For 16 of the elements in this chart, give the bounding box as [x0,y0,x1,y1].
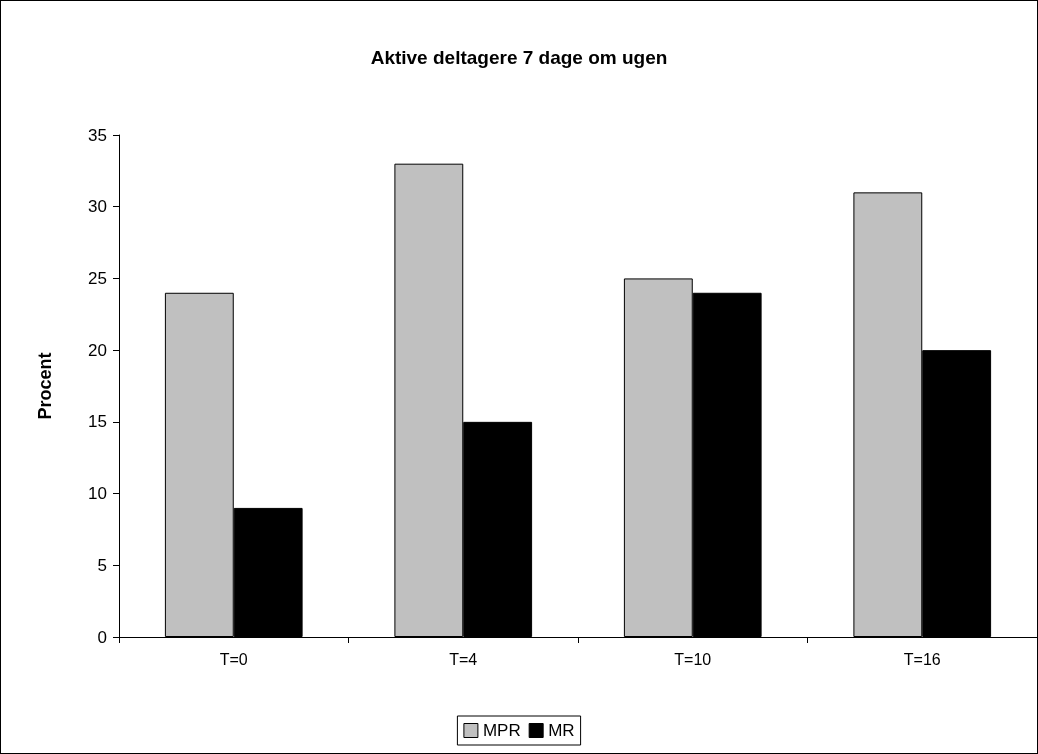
y-tick-label: 5 [97,555,107,575]
y-tick-label: 10 [88,484,107,504]
y-tick-label: 0 [97,627,107,647]
y-tick-label: 30 [88,197,107,217]
y-axis-title: Procent [35,352,55,420]
x-tick-label: T=10 [674,650,712,668]
x-tick-label: T=16 [903,650,941,668]
y-tick-label: 35 [88,125,107,145]
y-tick-label: 20 [88,340,107,360]
chart-title: Aktive deltagere 7 dage om ugen [370,47,668,68]
y-tick-label: 15 [88,412,107,432]
x-tick-label: T=4 [449,650,478,668]
y-tick-label: 25 [88,268,107,288]
legend-label: MR [548,721,575,740]
x-tick-label: T=0 [219,650,248,668]
legend-label: MPR [482,721,521,740]
